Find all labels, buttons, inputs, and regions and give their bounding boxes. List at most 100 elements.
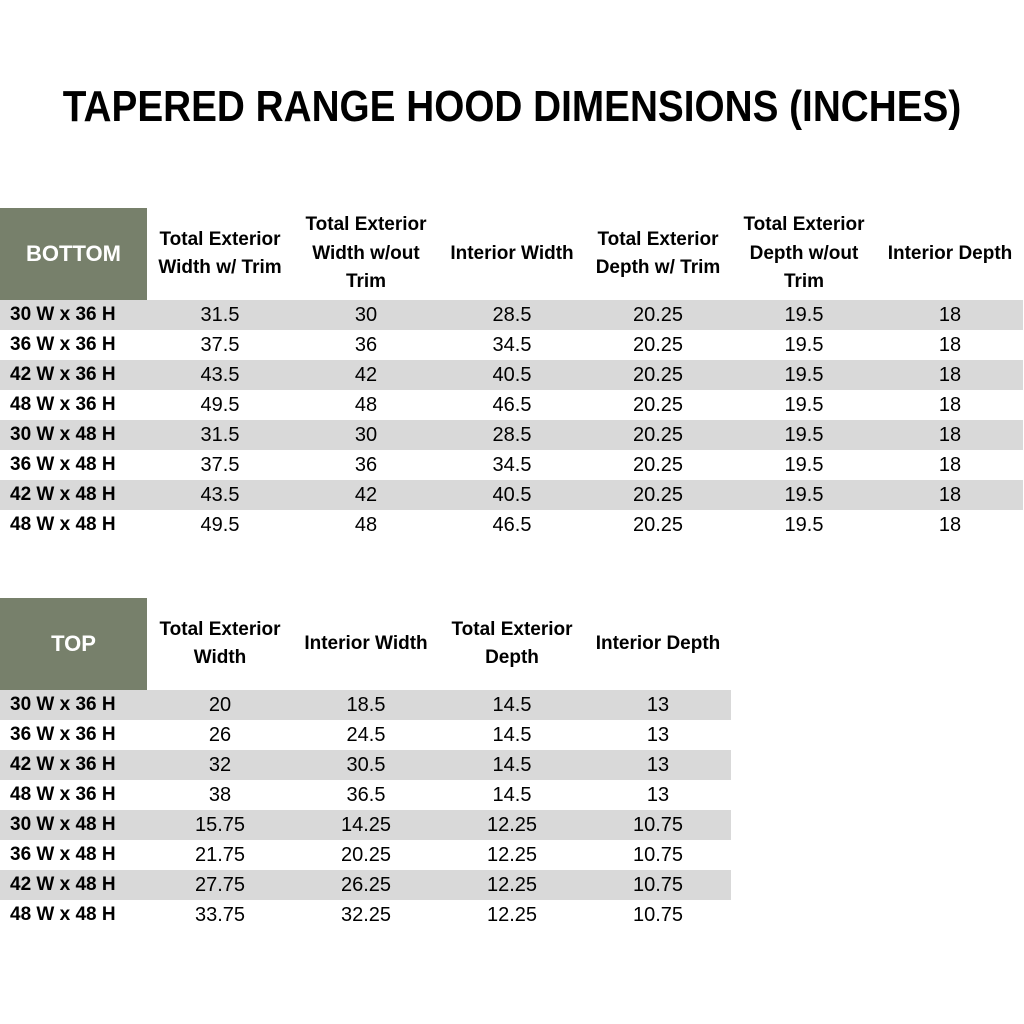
row-size-label: 48 W x 36 H (10, 394, 116, 415)
row-size-label: 42 W x 48 H (10, 484, 116, 505)
row-size-label: 42 W x 48 H (10, 874, 116, 895)
dimension-value: 40.5 (492, 483, 532, 506)
dimension-value: 12.25 (486, 843, 538, 866)
dimension-value: 28.5 (492, 303, 532, 326)
top-table-body: 30 W x 36 H 20 18.5 14.5 13 36 W x 36 H 26 24.5… (0, 690, 731, 930)
dimension-value: 30 (354, 423, 378, 446)
bottom-table-label: BOTTOM (0, 208, 147, 300)
column-header-interior-width: Interior Width (304, 632, 428, 654)
column-header-total-exterior-depth-w-trim: Total Exterior Depth w/ Trim (595, 228, 721, 279)
dimension-value: 14.5 (492, 783, 532, 806)
dimension-value: 38 (208, 783, 232, 806)
dimension-value: 19.5 (784, 363, 824, 386)
dimension-value: 18 (938, 393, 962, 416)
dimension-value: 30 (354, 303, 378, 326)
column-header-total-exterior-width-w-trim: Total Exterior Width w/ Trim (158, 228, 282, 279)
bottom-table-body: 30 W x 36 H 31.5 30 28.5 20.25 19.5 18 36 W x 3… (0, 300, 1023, 540)
dimension-value: 20.25 (632, 393, 684, 416)
column-header-total-exterior-depth-wout-trim: Total Exterior Depth w/out Trim (743, 214, 865, 293)
dimension-value: 18 (938, 303, 962, 326)
dimension-value: 18 (938, 333, 962, 356)
table-row: 42 W x 48 H 27.75 26.25 12.25 10.75 (0, 870, 731, 900)
dimension-value: 19.5 (784, 303, 824, 326)
column-header-interior-depth: Interior Depth (887, 242, 1013, 264)
column-header-interior-depth: Interior Depth (595, 632, 721, 654)
dimension-value: 20.25 (632, 303, 684, 326)
row-size-label: 48 W x 36 H (10, 784, 116, 805)
column-header-total-exterior-depth: Total Exterior Depth (451, 618, 573, 669)
dimension-value: 42 (354, 363, 378, 386)
dimension-value: 48 (354, 513, 378, 536)
dimension-value: 28.5 (492, 423, 532, 446)
dimension-value: 40.5 (492, 363, 532, 386)
dimension-value: 34.5 (492, 453, 532, 476)
dimension-value: 46.5 (492, 513, 532, 536)
dimension-value: 21.75 (194, 843, 246, 866)
dimension-value: 13 (646, 693, 670, 716)
dimension-value: 10.75 (632, 813, 684, 836)
dimension-value: 19.5 (784, 393, 824, 416)
table-row: 42 W x 48 H 43.5 42 40.5 20.25 19.5 18 (0, 480, 1023, 510)
dimension-value: 32 (208, 753, 232, 776)
dimension-value: 12.25 (486, 813, 538, 836)
table-row: 48 W x 48 H 33.75 32.25 12.25 10.75 (0, 900, 731, 930)
dimension-value: 37.5 (200, 333, 240, 356)
row-size-label: 30 W x 36 H (10, 694, 116, 715)
dimension-value: 34.5 (492, 333, 532, 356)
row-size-label: 36 W x 36 H (10, 334, 116, 355)
dimension-value: 12.25 (486, 903, 538, 926)
table-row: 36 W x 48 H 21.75 20.25 12.25 10.75 (0, 840, 731, 870)
dimension-value: 14.25 (340, 813, 392, 836)
table-row: 36 W x 36 H 37.5 36 34.5 20.25 19.5 18 (0, 330, 1023, 360)
dimension-value: 18 (938, 483, 962, 506)
dimension-value: 20.25 (632, 363, 684, 386)
dimension-value: 20.25 (632, 513, 684, 536)
table-row: 36 W x 48 H 37.5 36 34.5 20.25 19.5 18 (0, 450, 1023, 480)
dimension-value: 15.75 (194, 813, 246, 836)
row-size-label: 48 W x 48 H (10, 904, 116, 925)
dimension-value: 33.75 (194, 903, 246, 926)
dimension-value: 36 (354, 453, 378, 476)
dimension-value: 10.75 (632, 903, 684, 926)
dimension-value: 10.75 (632, 873, 684, 896)
dimension-value: 26 (208, 723, 232, 746)
row-size-label: 48 W x 48 H (10, 514, 116, 535)
dimension-value: 18 (938, 363, 962, 386)
row-size-label: 30 W x 48 H (10, 424, 116, 445)
bottom-dimensions-table: BOTTOM Total Exterior Width w/ Trim Tota… (0, 208, 1023, 540)
column-header-total-exterior-width-wout-trim: Total Exterior Width w/out Trim (305, 214, 427, 293)
dimension-value: 18.5 (346, 693, 386, 716)
dimension-value: 13 (646, 753, 670, 776)
dimension-value: 42 (354, 483, 378, 506)
table-row: 30 W x 48 H 15.75 14.25 12.25 10.75 (0, 810, 731, 840)
table-row: 30 W x 36 H 31.5 30 28.5 20.25 19.5 18 (0, 300, 1023, 330)
dimension-value: 19.5 (784, 513, 824, 536)
dimension-value: 14.5 (492, 723, 532, 746)
dimension-value: 49.5 (200, 393, 240, 416)
column-header-interior-width: Interior Width (450, 242, 574, 264)
row-size-label: 36 W x 36 H (10, 724, 116, 745)
dimension-value: 49.5 (200, 513, 240, 536)
bottom-table-header-row: BOTTOM Total Exterior Width w/ Trim Tota… (0, 208, 1023, 300)
dimension-value: 14.5 (492, 693, 532, 716)
dimension-value: 14.5 (492, 753, 532, 776)
dimension-value: 20 (208, 693, 232, 716)
table-row: 42 W x 36 H 43.5 42 40.5 20.25 19.5 18 (0, 360, 1023, 390)
dimension-value: 36.5 (346, 783, 386, 806)
page-title: TAPERED RANGE HOOD DIMENSIONS (INCHES) (62, 82, 962, 131)
dimension-value: 10.75 (632, 843, 684, 866)
dimension-value: 31.5 (200, 423, 240, 446)
table-row: 42 W x 36 H 32 30.5 14.5 13 (0, 750, 731, 780)
dimension-value: 30.5 (346, 753, 386, 776)
dimension-value: 20.25 (632, 483, 684, 506)
dimension-value: 26.25 (340, 873, 392, 896)
top-table-label: TOP (0, 598, 147, 690)
dimension-value: 31.5 (200, 303, 240, 326)
dimension-value: 18 (938, 423, 962, 446)
table-row: 48 W x 36 H 49.5 48 46.5 20.25 19.5 18 (0, 390, 1023, 420)
dimension-value: 19.5 (784, 453, 824, 476)
dimension-value: 36 (354, 333, 378, 356)
dimension-value: 43.5 (200, 363, 240, 386)
row-size-label: 42 W x 36 H (10, 364, 116, 385)
